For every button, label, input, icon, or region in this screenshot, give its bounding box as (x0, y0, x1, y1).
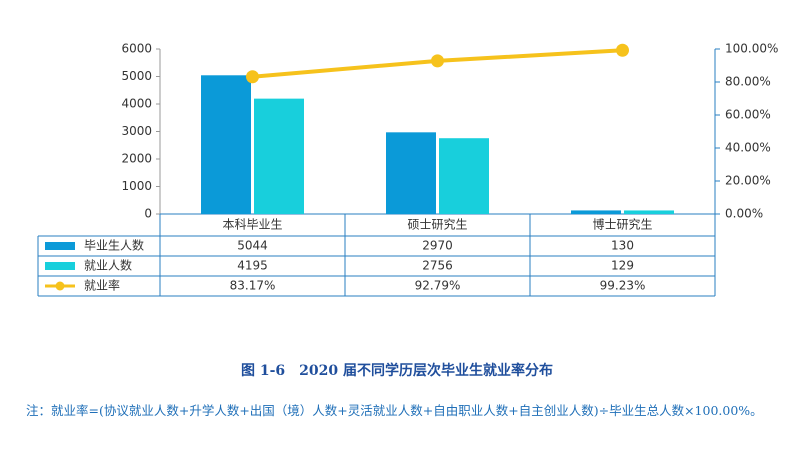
table-cell: 2756 (422, 259, 453, 273)
chart-note: 注：就业率=(协议就业人数+升学人数+出国（境）人数+灵活就业人数+自由职业人数… (26, 403, 763, 418)
bar (624, 210, 674, 214)
bar (254, 98, 304, 214)
y-tick-label: 3000 (121, 124, 152, 138)
legend-symbol (45, 242, 75, 250)
legend-symbol (45, 262, 75, 270)
legend-symbol (55, 281, 65, 291)
legend-label: 就业率 (84, 278, 120, 293)
table-cell: 129 (611, 259, 634, 273)
line-point (431, 54, 444, 68)
chart-title: 图 1-6 2020 届不同学历层次毕业生就业率分布 (240, 363, 553, 379)
y-tick-label: 1000 (121, 179, 152, 193)
line-point (616, 43, 629, 57)
line-point (246, 70, 259, 84)
y2-tick-label: 0.00% (725, 207, 763, 221)
x-tick-label: 博士研究生 (592, 217, 652, 232)
y2-tick-label: 60.00% (725, 108, 771, 122)
x-tick-label: 硕士研究生 (407, 217, 467, 232)
table-cell: 5044 (237, 239, 268, 253)
table-cell: 130 (611, 239, 634, 253)
legend-label: 就业人数 (84, 258, 132, 273)
y-tick-label: 2000 (121, 152, 152, 166)
table-cell: 2970 (422, 239, 453, 253)
y2-tick-label: 20.00% (725, 174, 771, 188)
y-tick-label: 0 (144, 207, 152, 221)
bar (386, 132, 436, 214)
y-tick-label: 4000 (121, 97, 152, 111)
table-cell: 99.23% (600, 279, 646, 293)
legend-label: 毕业生人数 (84, 238, 144, 253)
y2-tick-label: 100.00% (725, 42, 778, 56)
table-cell: 4195 (237, 259, 268, 273)
chart: 0 1000 2000 3000 4000 5000 6000 0.00% 20.00% 40.0… (37, 42, 778, 297)
y2-tick-label: 40.00% (725, 141, 771, 155)
y2-tick-label: 80.00% (725, 75, 771, 89)
bar (571, 210, 621, 214)
table-cell: 92.79% (415, 279, 461, 293)
bar (439, 138, 489, 214)
y-tick-label: 6000 (121, 42, 152, 56)
table-cell: 83.17% (230, 279, 276, 293)
x-tick-label: 本科毕业生 (222, 218, 282, 232)
y-tick-label: 5000 (121, 69, 152, 83)
bar (201, 75, 251, 214)
